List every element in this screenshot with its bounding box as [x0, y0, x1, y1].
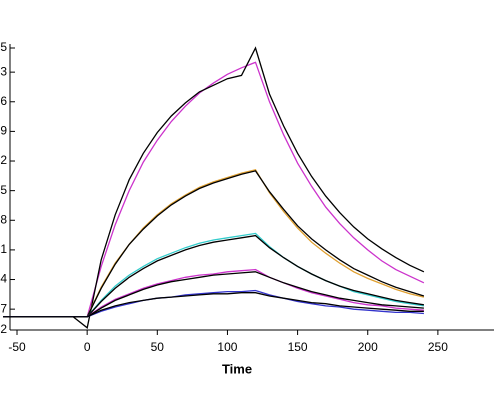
y-tick-label: 2: [0, 322, 7, 336]
y-tick-label: 3: [0, 64, 7, 78]
y-tick-label: 4: [0, 272, 7, 286]
x-tick-label: -50: [8, 340, 26, 354]
y-tick-label: 1: [0, 242, 7, 256]
sensorgram-line: [3, 292, 424, 318]
x-tick-label: 250: [428, 340, 448, 354]
y-tick-label: 8: [0, 212, 7, 226]
x-tick-label: 200: [358, 340, 378, 354]
sensorgram-line: [3, 289, 424, 318]
y-tick-label: 9: [0, 124, 7, 138]
x-tick-label: 50: [151, 340, 165, 354]
sensorgram-line: [3, 46, 425, 329]
x-tick-label: 0: [84, 340, 91, 354]
sensorgram-line: [3, 170, 425, 318]
x-tick-label: 150: [288, 340, 308, 354]
sensorgram-line: [3, 232, 425, 318]
y-tick-label: 6: [0, 94, 7, 108]
x-axis-label: Time: [222, 361, 252, 376]
y-tick-label: 5: [0, 40, 7, 54]
y-tick-label: 5: [0, 183, 7, 197]
sensorgram-line: [3, 268, 424, 318]
sensorgram-line: [3, 61, 425, 318]
sensorgram-line: [3, 234, 425, 318]
y-tick-label: 7: [0, 301, 7, 315]
sensorgram-line: [3, 271, 424, 318]
y-tick-label: 2: [0, 153, 7, 167]
x-tick-label: 100: [217, 340, 237, 354]
